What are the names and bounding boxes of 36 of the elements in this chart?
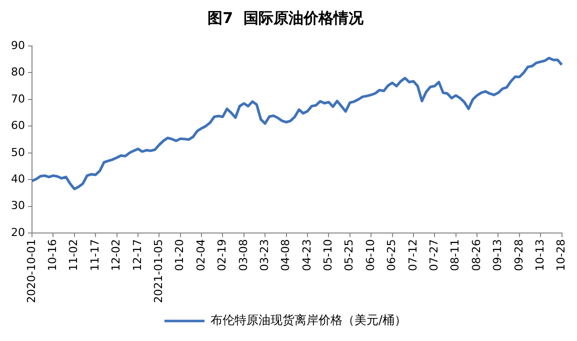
- x-tick-label: 08-26: [470, 239, 483, 272]
- y-tick-label: 70: [10, 92, 25, 106]
- x-tick-label: 09-28: [512, 239, 526, 272]
- x-tick-label: 02-19: [216, 239, 229, 272]
- x-tick-label: 06-25: [385, 239, 398, 272]
- x-tick-label: 11-02: [67, 239, 80, 272]
- x-tick-label: 03-23: [258, 239, 271, 272]
- y-tick-label: 50: [10, 146, 25, 159]
- y-tick-label: 30: [10, 199, 25, 212]
- x-tick-label: 12-02: [110, 239, 123, 272]
- x-tick-label: 05-10: [322, 239, 335, 272]
- x-tick-label: 03-08: [236, 239, 250, 272]
- x-tick-label: 07-27: [428, 239, 441, 272]
- chart-title: 图7 国际原油价格情况: [208, 8, 364, 27]
- x-tick-label: 05-25: [342, 239, 356, 272]
- y-tick-label: 20: [10, 226, 25, 239]
- x-tick-label: 10-13: [533, 239, 546, 272]
- x-tick-label: 09-13: [491, 239, 504, 272]
- x-tick-label: 04-23: [300, 239, 314, 272]
- x-tick-label: 01-20: [173, 239, 186, 272]
- y-tick-label: 90: [10, 38, 25, 52]
- x-tick-label: 11-17: [88, 239, 102, 272]
- legend-label: 布伦特原油现货离岸价格（美元/桶）: [210, 313, 407, 328]
- x-tick-label: 12-17: [130, 239, 144, 272]
- x-tick-label: 2021-01-05: [152, 239, 166, 304]
- x-tick-label: 2020-10-01: [24, 239, 38, 304]
- x-tick-label: 06-10: [364, 239, 377, 272]
- y-tick-label: 40: [10, 172, 25, 186]
- x-tick-label: 10-28: [554, 239, 568, 272]
- x-tick-label: 02-04: [194, 239, 208, 272]
- y-tick-label: 80: [10, 66, 25, 79]
- x-tick-label: 04-08: [279, 239, 292, 272]
- x-tick-label: 08-11: [448, 239, 462, 272]
- x-tick-label: 10-16: [46, 239, 60, 272]
- y-tick-label: 60: [10, 119, 25, 132]
- x-tick-label: 07-12: [406, 239, 420, 272]
